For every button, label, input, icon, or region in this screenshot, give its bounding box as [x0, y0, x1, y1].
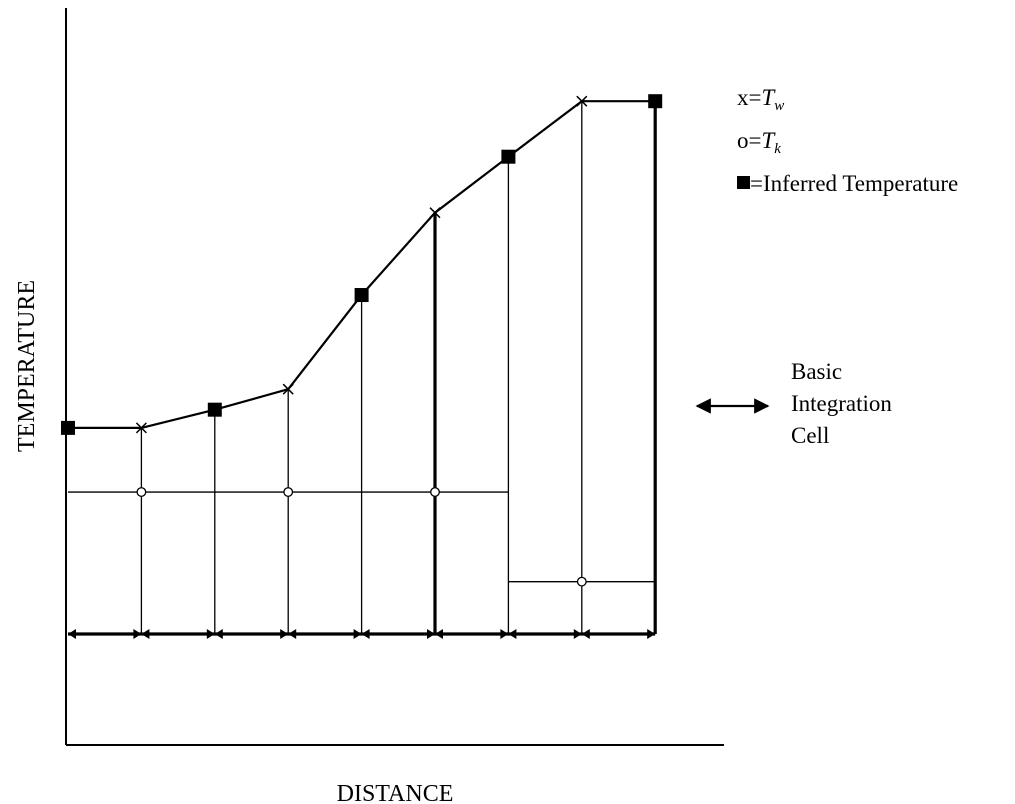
legend-inferred-square — [737, 176, 750, 189]
tk-marker-1 — [283, 487, 294, 497]
tk-marker-2 — [430, 487, 440, 497]
tk-marker-3 — [576, 576, 587, 587]
cell-label-line1: Basic — [791, 359, 842, 384]
tw-marker-3 — [282, 383, 294, 395]
baseline-arrowhead-in-4 — [353, 629, 362, 639]
baseline-arrowhead-out-4 — [361, 629, 370, 639]
baseline-arrowhead-in-5 — [427, 629, 435, 639]
inferred-marker-2 — [207, 402, 222, 417]
baseline-arrowhead-out-5 — [435, 629, 443, 639]
tw-marker-5 — [429, 207, 441, 219]
baseline-arrowhead-in-7 — [573, 629, 582, 639]
baseline-arrowhead-in-8 — [647, 629, 656, 639]
baseline-arrowhead-out-3 — [288, 629, 297, 639]
inferred-marker-0 — [61, 420, 75, 435]
integration-cell-annotation: Basic Integration Cell — [695, 359, 892, 448]
y-axis-label: TEMPERATURE — [14, 280, 40, 452]
baseline-arrowhead-out-7 — [581, 629, 590, 639]
legend-tk: o=Tk — [737, 128, 781, 157]
legend-inferred-label: =Inferred Temperature — [750, 171, 958, 196]
cell-label-line3: Cell — [791, 423, 829, 448]
vertical-lines — [140, 101, 657, 634]
baseline-arrowhead-in-3 — [280, 629, 289, 639]
tw-marker-7 — [576, 95, 588, 107]
tw-marker-1 — [135, 422, 147, 434]
tk-marker-0 — [136, 487, 147, 497]
profile-markers — [61, 94, 663, 435]
baseline-arrowhead-out-1 — [141, 629, 150, 639]
cell-label-line2: Integration — [791, 391, 892, 416]
legend: x=Tw o=Tk =Inferred Temperature — [737, 85, 958, 196]
baseline-arrowhead-out-0 — [68, 629, 76, 639]
legend-tw: x=Tw — [737, 85, 784, 114]
baseline-arrowhead-in-2 — [206, 629, 215, 639]
axes — [65, 8, 724, 746]
x-axis-label: DISTANCE — [337, 781, 454, 804]
cell-baseline — [68, 629, 656, 639]
inferred-marker-8 — [648, 94, 663, 109]
baseline-arrowhead-out-6 — [508, 629, 517, 639]
inferred-marker-4 — [354, 288, 369, 303]
tk-levels — [68, 487, 656, 587]
baseline-arrowhead-out-2 — [214, 629, 223, 639]
baseline-arrowhead-in-6 — [500, 629, 509, 639]
baseline-arrowhead-in-1 — [133, 629, 142, 639]
inferred-marker-6 — [501, 149, 516, 164]
